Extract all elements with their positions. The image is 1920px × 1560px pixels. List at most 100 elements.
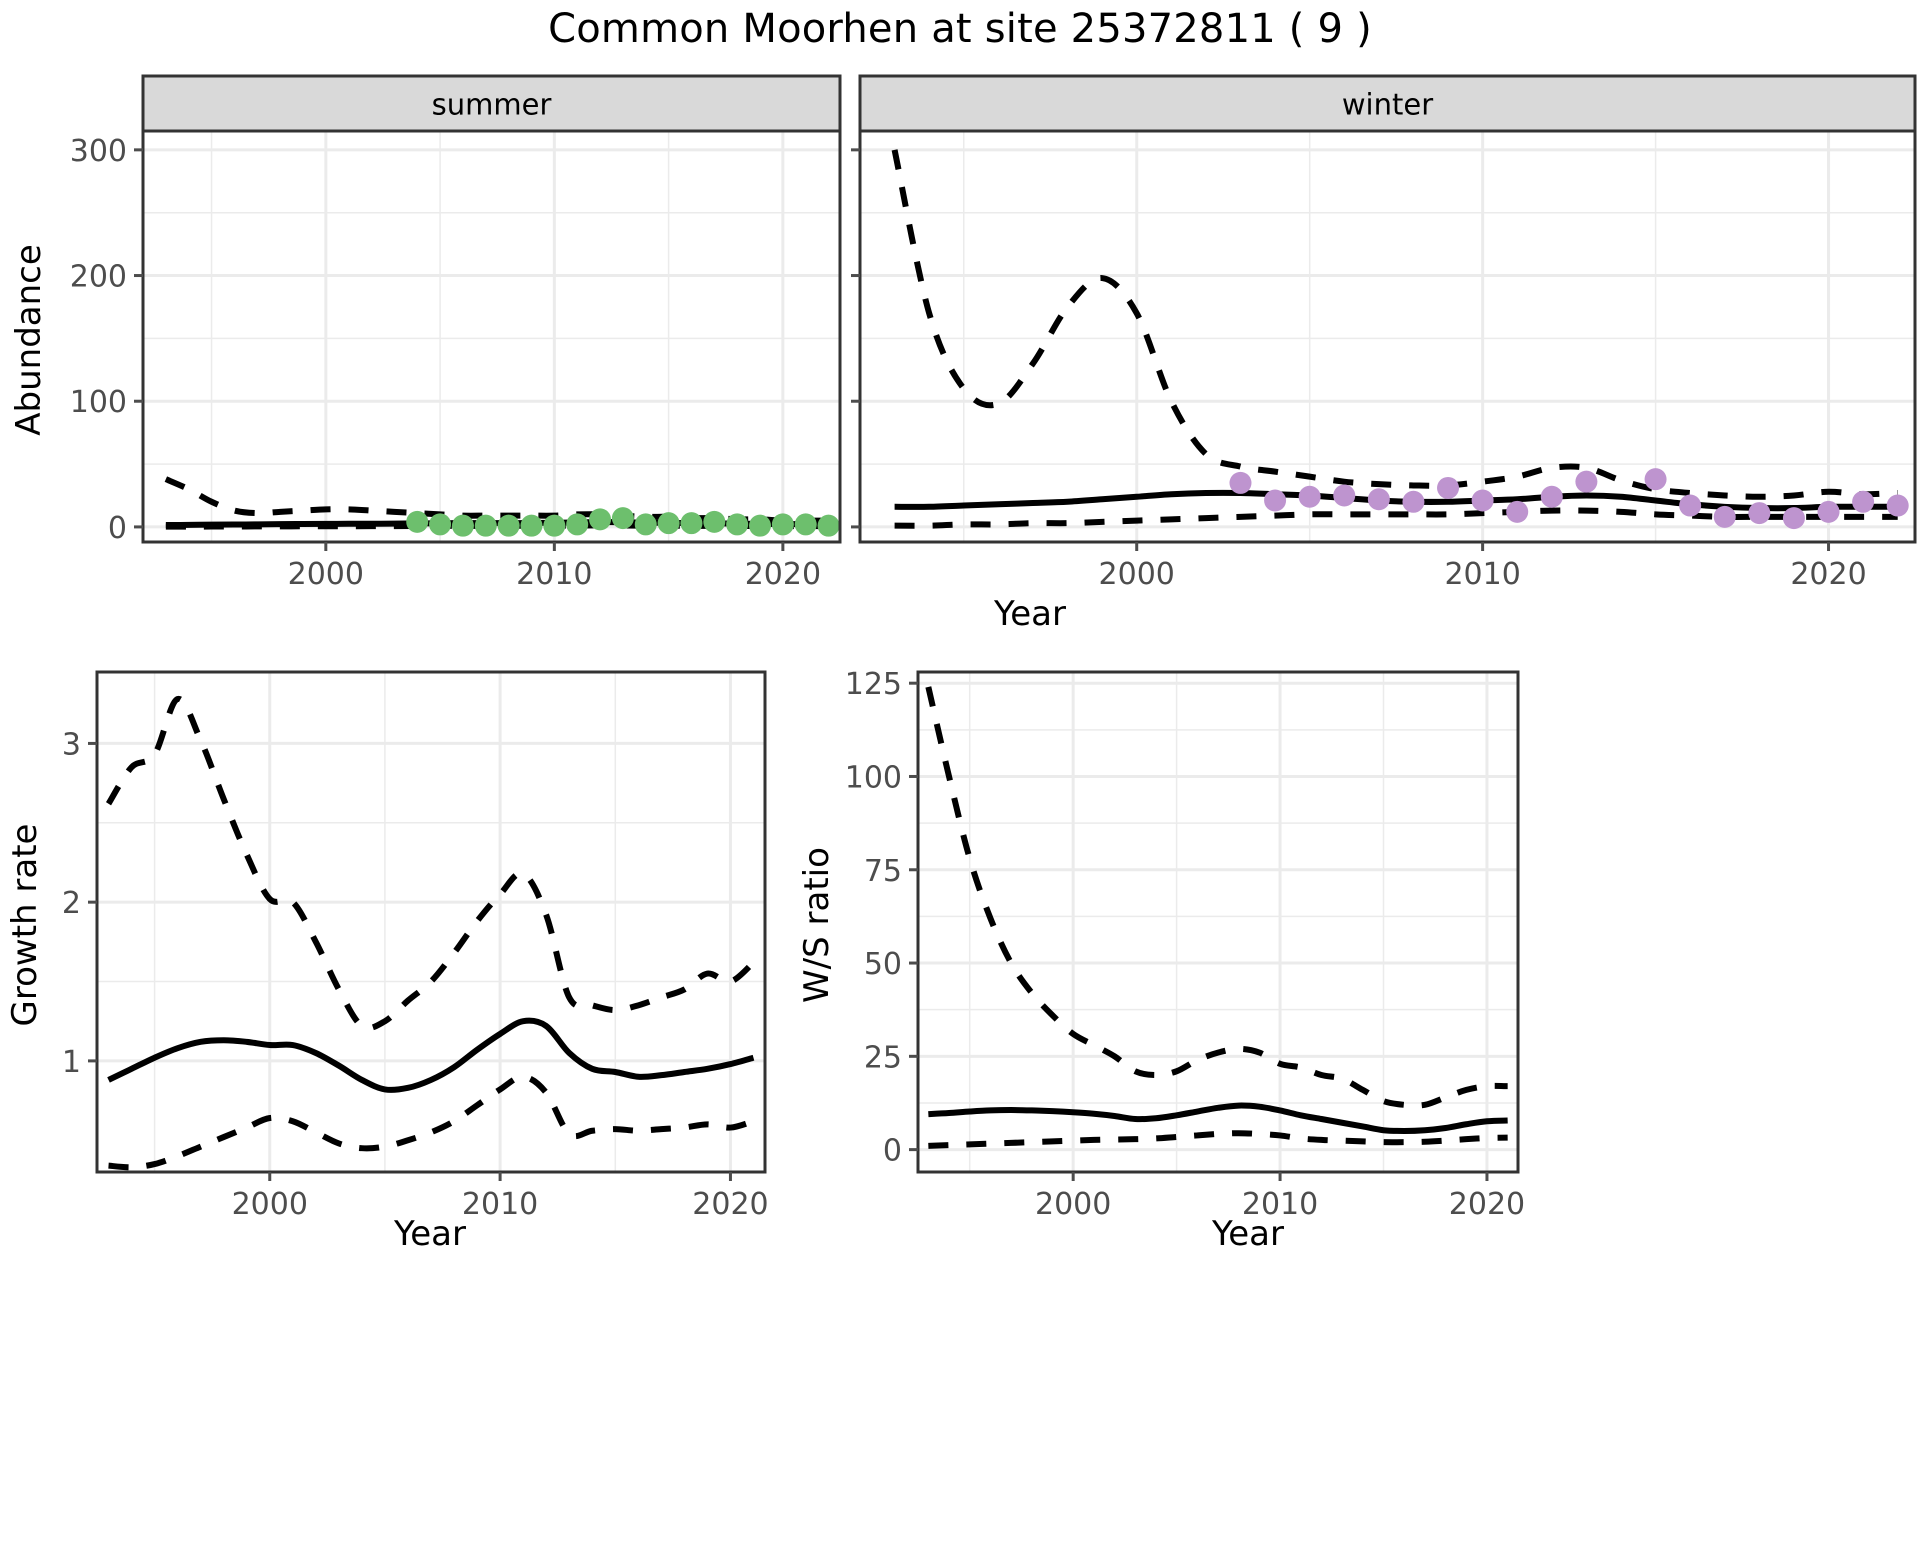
gridlines [860,131,1915,542]
data-point [1229,471,1252,494]
page-title: Common Moorhen at site 25372811 ( 9 ) [548,6,1372,52]
x-tick-label: 2000 [1099,557,1175,592]
data-point [634,513,657,536]
y-tick-label: 0 [883,1134,902,1169]
data-point [771,513,794,536]
y-tick-label: 2 [62,886,81,921]
x-tick-label: 2000 [232,1187,308,1222]
x-axis-title-top: Year [993,594,1066,634]
data-point [1264,489,1287,512]
data-point [406,510,429,533]
data-point [1852,490,1875,513]
facet-strip-label: summer [432,88,552,122]
x-tick-label: 2020 [692,1187,768,1222]
x-tick-label: 2000 [288,557,364,592]
y-tick-label: 200 [70,260,127,295]
y-tick-label: 75 [864,854,902,889]
panel-background [918,672,1518,1172]
confidence-line [105,696,756,1032]
confidence-line [894,507,1898,529]
y-axis-title-ws: W/S ratio [797,847,837,1003]
data-point [703,510,726,533]
data-point [1713,505,1736,528]
x-tick-label: 2010 [1444,557,1520,592]
data-point [1575,470,1598,493]
x-tick-label: 2020 [745,557,821,592]
confidence-line [891,149,1898,500]
y-tick-label: 3 [62,727,81,762]
data-point [1817,500,1840,523]
facet-strip-label: winter [1342,88,1433,122]
panel-border [95,670,767,1174]
y-axis-title-abundance: Abundance [9,244,49,436]
data-point [1367,488,1390,511]
x-axis-title-growth: Year [393,1214,466,1254]
panel-border [916,670,1520,1174]
panel-ws-ratio: 0 25 50 75 100 125 2000 2010 2020 [845,667,1525,1222]
data-point [657,512,680,535]
data-point [1644,468,1667,491]
observed-points [1229,468,1909,530]
data-point [1886,494,1909,517]
y-tick-label: 125 [845,667,902,702]
y-axis-title-growth: Growth rate [5,824,45,1027]
panel-abundance-summer: summer 0 100 200 300 2000 2010 2020 [70,74,842,592]
panel-growth-rate: 1 2 3 2000 2010 2020 [62,670,769,1222]
facet-strip [141,74,842,133]
data-layer [164,476,840,537]
panel-background [860,131,1915,542]
data-point [520,514,543,537]
panel-background [143,131,840,542]
x-tick-label: 2020 [1790,557,1866,592]
y-tick-label: 300 [70,134,127,169]
data-point [817,514,840,537]
data-point [1540,485,1563,508]
data-point [1402,490,1425,513]
facet-strip [858,74,1917,133]
data-point [1748,502,1771,525]
data-point [1333,484,1356,507]
data-point [749,514,772,537]
y-tick-label: 100 [70,385,127,420]
fitted-line [928,1102,1508,1134]
data-point [589,508,612,531]
confidence-line [925,686,1508,1109]
data-point [1437,476,1460,499]
gridlines [918,672,1518,1172]
data-point [474,514,497,537]
data-point [1471,489,1494,512]
data-layer [925,686,1508,1149]
panel-abundance-winter: winter 2000 2010 2020 [851,74,1917,592]
data-point [429,513,452,536]
confidence-line [164,476,829,524]
data-point [726,513,749,536]
data-point [794,513,817,536]
data-point [451,514,474,537]
x-tick-label: 2010 [516,557,592,592]
x-axis-title-ws: Year [1211,1214,1284,1254]
gridlines [143,131,840,542]
data-point [497,514,520,537]
y-tick-label: 50 [864,947,902,982]
y-tick-label: 1 [62,1045,81,1080]
y-tick-label: 0 [108,511,127,546]
data-point [1506,500,1529,523]
data-point [1679,494,1702,517]
panel-background [97,672,765,1172]
gridlines [97,672,765,1172]
data-point [1298,485,1321,508]
data-layer [891,149,1909,530]
fitted-line [107,1017,755,1093]
y-tick-label: 100 [845,760,902,795]
x-tick-label: 2010 [462,1187,538,1222]
y-tick-label: 25 [864,1040,902,1075]
data-point [680,512,703,535]
data-point [1782,507,1805,530]
data-point [566,513,589,536]
x-tick-label: 2020 [1449,1187,1525,1222]
observed-points [406,507,840,537]
data-point [611,507,634,530]
data-point [543,514,566,537]
